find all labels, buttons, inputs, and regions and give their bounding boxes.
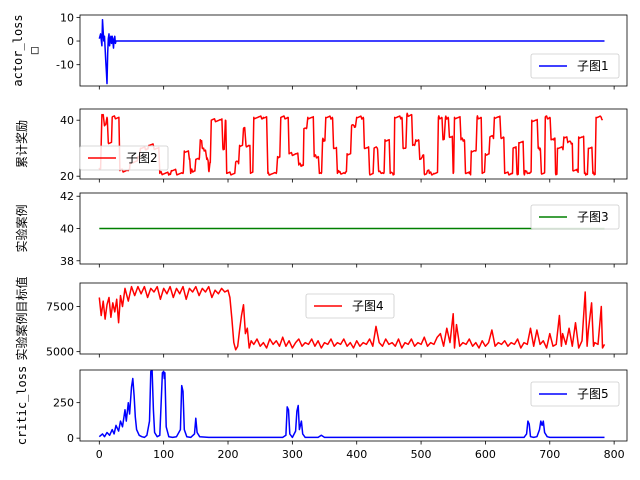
y-tick-label: -10 <box>56 59 74 72</box>
y-tick-label: 10 <box>60 11 74 24</box>
subplot-5: 250 0 0 100 200 300 400 500 600 700 800 critic_loss… <box>15 366 628 461</box>
y-axis-label: critic_loss <box>15 366 29 445</box>
legend: 子图5 <box>530 381 620 407</box>
y-tick-label: 7500 <box>46 300 74 313</box>
y-tick-label: 40 <box>60 114 74 127</box>
legend: 子图2 <box>79 145 169 171</box>
y-tick-label: 42 <box>60 190 74 203</box>
legend-label: 子图2 <box>126 151 158 165</box>
x-tick-label: 300 <box>282 448 303 461</box>
legend-box <box>305 293 395 319</box>
subplot-1: 10 0 -10 actor_loss □ 子图1 <box>11 11 628 90</box>
series-line-4-1 <box>98 285 606 351</box>
x-tick-label: 500 <box>411 448 432 461</box>
y-axis-label: 实验案例 <box>14 204 29 252</box>
x-tick-label: 600 <box>475 448 496 461</box>
series-line-1-1 <box>98 18 605 85</box>
axes-frame <box>79 282 628 355</box>
axes-frame <box>79 108 628 180</box>
subplot-2: 40 20 累计奖励子图2 <box>15 108 628 183</box>
x-tick-label: 200 <box>218 448 239 461</box>
x-tick-label: 100 <box>153 448 174 461</box>
legend-box <box>79 145 169 171</box>
y-tick-label: 38 <box>60 255 74 268</box>
y-tick-label: 40 <box>60 223 74 236</box>
y-tick-label: 0 <box>67 432 74 445</box>
y-axis-label: 累计奖励 <box>15 120 29 168</box>
series-line-5-1 <box>98 370 605 439</box>
legend-label: 子图1 <box>577 59 609 73</box>
legend-box <box>530 53 620 79</box>
x-tick-label: 800 <box>604 448 625 461</box>
y-axis-label: 实验案例目标值 <box>14 276 29 360</box>
y-tick-label: 0 <box>67 35 74 48</box>
axes-frame <box>79 369 628 442</box>
y-tick-label: 5000 <box>46 346 74 359</box>
legend: 子图3 <box>530 204 620 230</box>
subplot-4: 7500 5000 实验案例目标值 子图4 <box>14 276 628 361</box>
legend-box <box>530 204 620 230</box>
legend-box <box>530 381 620 407</box>
x-tick-label: 700 <box>539 448 560 461</box>
y-tick-label: 250 <box>53 397 74 410</box>
legend: 子图1 <box>530 53 620 79</box>
legend: 子图4 <box>305 293 395 319</box>
y-axis-label: actor_loss □ <box>11 14 41 86</box>
x-tick-label: 400 <box>346 448 367 461</box>
series-line-2-1 <box>98 112 604 176</box>
subplot-3: 42 40 38 实验案例 子图3 <box>14 190 628 268</box>
legend-label: 子图5 <box>577 387 609 401</box>
y-tick-label: 20 <box>60 170 74 183</box>
axes-frame <box>79 14 628 87</box>
legend-label: 子图4 <box>352 299 384 313</box>
legend-label: 子图3 <box>577 210 609 224</box>
x-tick-label: 0 <box>96 448 103 461</box>
